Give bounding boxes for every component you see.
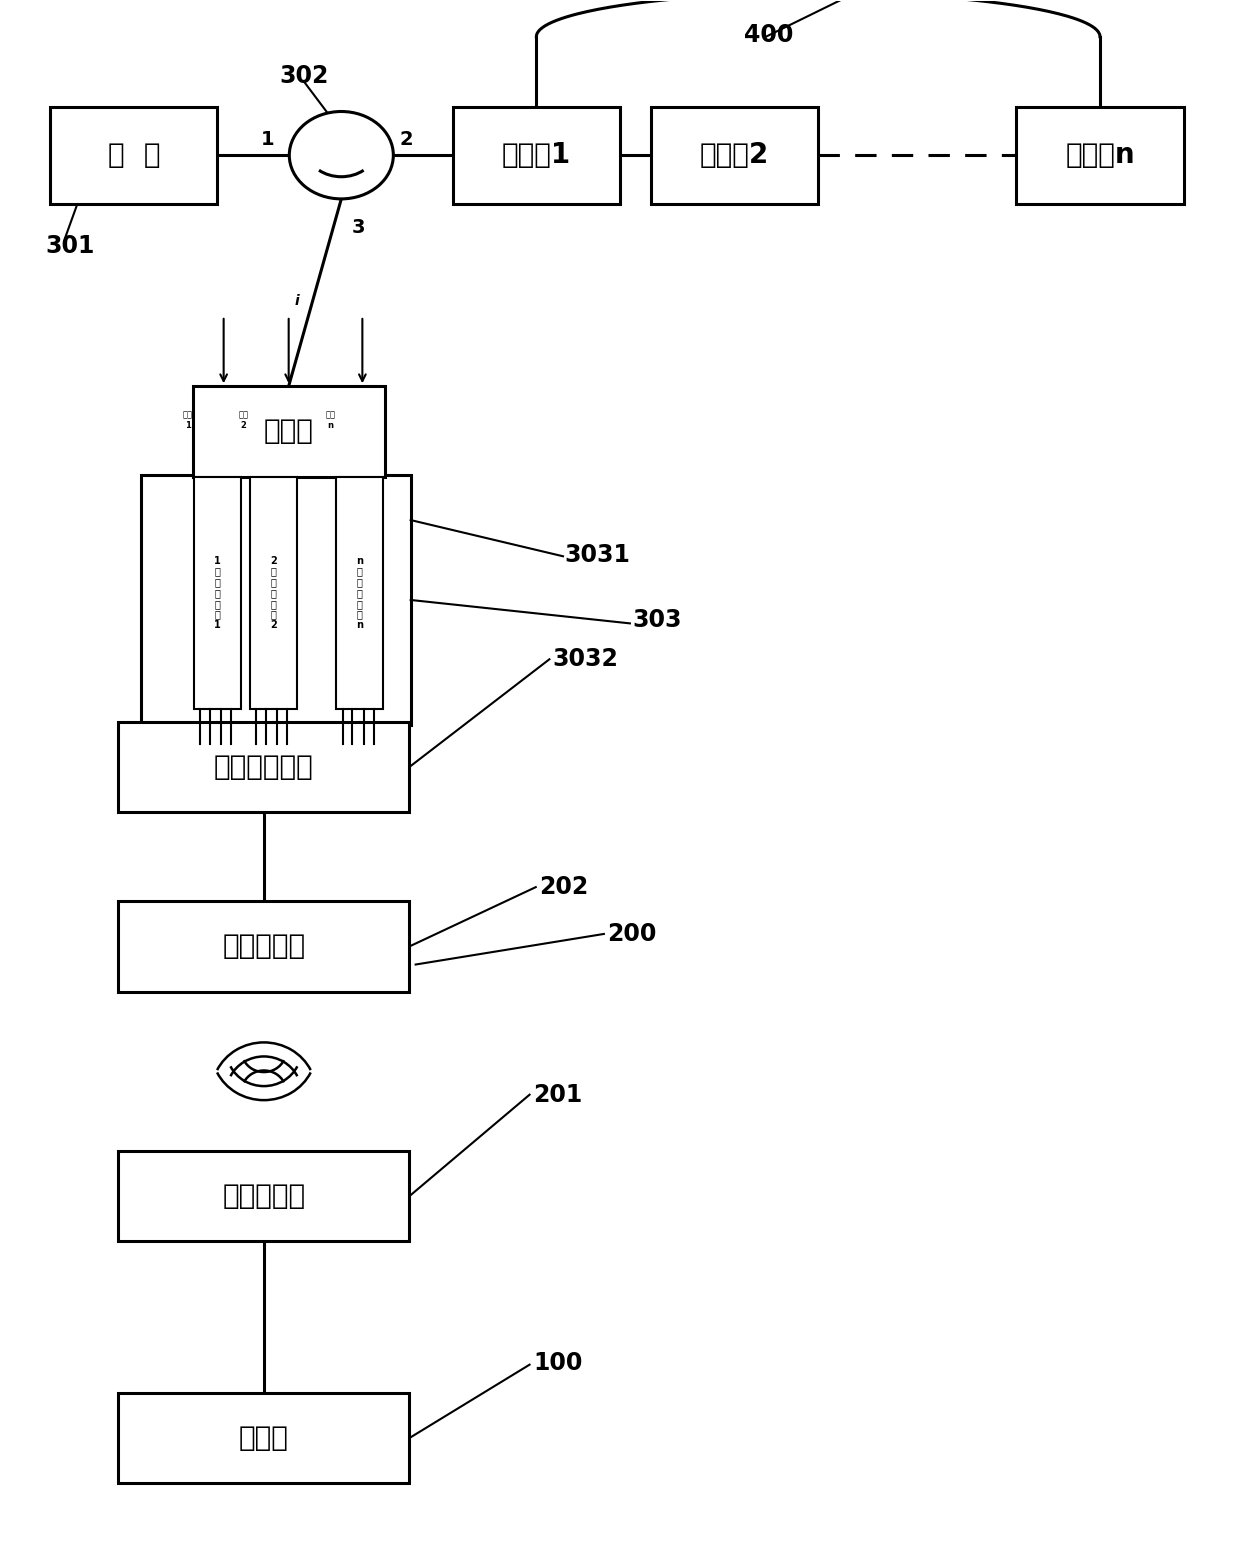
FancyBboxPatch shape [118, 1151, 409, 1242]
Ellipse shape [289, 111, 393, 198]
Text: 无线发射器: 无线发射器 [222, 933, 305, 961]
FancyBboxPatch shape [51, 106, 217, 203]
FancyBboxPatch shape [249, 476, 296, 709]
Text: 传感器1: 传感器1 [502, 141, 570, 169]
Text: 2
光
电
探
测
器
2: 2 光 电 探 测 器 2 [270, 556, 277, 631]
FancyBboxPatch shape [651, 106, 818, 203]
Text: 光路
n: 光路 n [325, 411, 335, 430]
Text: 传感器n: 传感器n [1065, 141, 1135, 169]
Text: 3031: 3031 [564, 542, 630, 567]
FancyBboxPatch shape [192, 386, 384, 476]
FancyBboxPatch shape [118, 722, 409, 812]
Text: 1
光
电
探
测
器
1: 1 光 电 探 测 器 1 [215, 556, 221, 631]
FancyBboxPatch shape [1017, 106, 1183, 203]
Text: 200: 200 [608, 922, 657, 947]
Text: 光  源: 光 源 [108, 141, 160, 169]
Text: 302: 302 [279, 64, 329, 87]
Text: 201: 201 [533, 1082, 583, 1107]
Text: 3032: 3032 [552, 647, 618, 672]
Text: 3: 3 [351, 217, 365, 236]
Text: 光开关: 光开关 [264, 417, 314, 445]
Text: 400: 400 [744, 23, 794, 47]
FancyBboxPatch shape [118, 901, 409, 992]
Text: 1: 1 [260, 130, 274, 148]
Text: 光路
1: 光路 1 [182, 411, 192, 430]
FancyBboxPatch shape [118, 1393, 409, 1484]
Text: 100: 100 [533, 1351, 583, 1375]
Text: 301: 301 [46, 234, 94, 258]
Text: i: i [295, 294, 300, 308]
FancyBboxPatch shape [336, 476, 383, 709]
FancyBboxPatch shape [453, 106, 620, 203]
Text: 303: 303 [632, 608, 682, 633]
Text: 无线接收器: 无线接收器 [222, 1182, 305, 1211]
Text: 2: 2 [399, 130, 413, 148]
Text: 光电检测电路: 光电检测电路 [215, 753, 314, 781]
FancyBboxPatch shape [193, 476, 241, 709]
Text: 光路
2: 光路 2 [238, 411, 248, 430]
Text: 传感器2: 传感器2 [699, 141, 769, 169]
Text: n
光
电
探
测
器
n: n 光 电 探 测 器 n [356, 556, 363, 631]
Text: 处理器: 处理器 [239, 1425, 289, 1453]
Text: 202: 202 [539, 875, 589, 900]
